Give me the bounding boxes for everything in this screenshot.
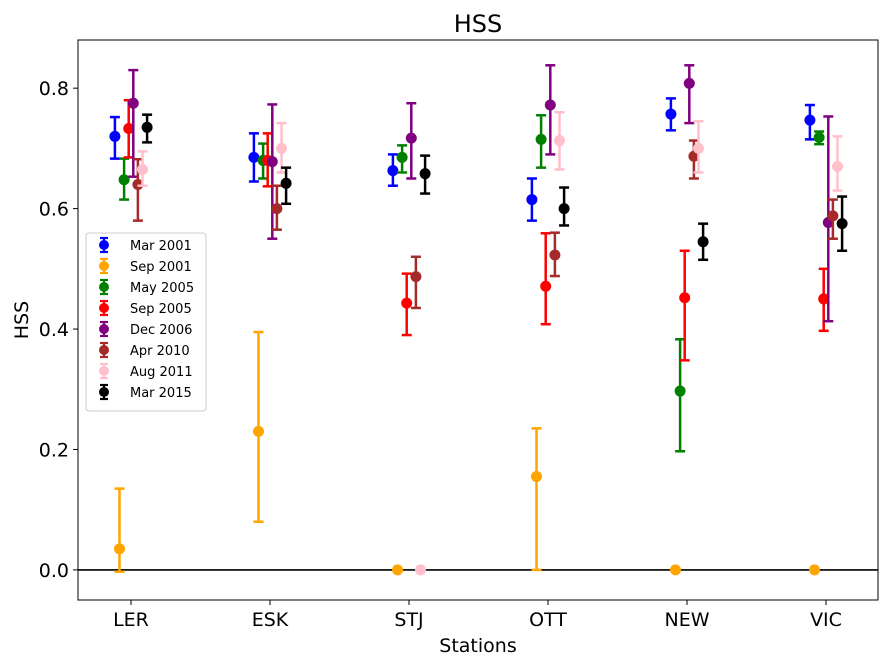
data-point [679,292,691,304]
data-point [271,203,283,215]
x-tick-label: OTT [529,609,567,631]
data-point [118,174,130,186]
data-point [419,168,431,180]
legend: Mar 2001 Sep 2001 May 2005 Sep 2005 Dec 2006… [85,232,207,412]
data-point [558,203,570,215]
legend-entry-label: Aug 2011 [130,365,193,380]
legend-entry-label: Mar 2001 [130,239,192,254]
legend-marker-dot [99,261,109,271]
data-point [697,236,709,248]
data-point [549,249,561,261]
data-point [531,471,542,483]
data-point [535,133,547,145]
legend-marker-dot [99,303,109,313]
data-point [280,177,292,189]
series-sep-2001 [114,330,820,576]
plot-area [78,64,878,576]
plot-frame [77,39,879,601]
data-point [526,194,538,206]
y-tick-label: 0.4 [39,319,69,341]
data-point [804,114,816,126]
legend-marker-dot [99,240,109,250]
legend-entry-label: Sep 2001 [130,260,192,275]
legend-entry-label: Dec 2006 [130,323,192,338]
x-axis-label: Stations [439,635,516,657]
data-point [410,271,422,283]
data-point [693,142,704,154]
x-tick-label: STJ [394,609,423,631]
data-point [540,280,552,292]
y-tick-label: 0.8 [39,78,69,100]
legend-marker-dot [99,282,109,292]
data-point [127,97,139,109]
series-sep-2005 [123,98,830,362]
data-point [276,142,287,154]
data-point [141,121,153,133]
y-tick-label: 0.6 [39,199,69,221]
series-mar-2015 [141,113,848,262]
data-point [392,564,403,576]
data-point [387,165,399,177]
data-point [827,210,839,222]
data-point [396,151,408,163]
data-point [665,108,677,120]
data-point [114,543,125,555]
data-point [832,160,843,172]
legend-entry-label: May 2005 [130,281,194,296]
data-point [415,564,426,576]
series-dec-2006 [127,64,834,323]
y-axis-label: HSS [11,301,33,339]
data-point [809,564,820,576]
series-mar-2001 [109,97,816,222]
y-tick-label: 0.0 [39,560,69,582]
legend-marker-dot [99,387,109,397]
data-point [123,123,135,135]
data-point [401,297,413,309]
y-tick-label: 0.2 [39,439,69,461]
data-point [818,293,830,305]
series-may-2005 [118,114,825,453]
data-point [109,130,121,142]
legend-marker-dot [99,366,109,376]
data-point [670,564,681,576]
data-point [137,163,148,175]
legend-marker-dot [99,324,109,334]
data-point [266,156,278,168]
series-aug-2011 [137,111,843,576]
data-point [253,425,264,437]
x-tick-label: VIC [810,609,842,631]
legend-box [85,232,207,412]
data-point [836,218,848,230]
legend-marker-dot [99,345,109,355]
legend-entry-label: Apr 2010 [130,344,190,359]
data-point [544,99,556,111]
legend-entry-label: Sep 2005 [130,302,192,317]
x-tick-label: ESK [252,609,289,631]
data-point [405,132,417,144]
series-apr-2010 [132,139,839,310]
data-point [674,385,686,397]
x-tick-label: NEW [664,609,709,631]
data-point [813,132,825,144]
chart-title: HSS [454,10,503,38]
legend-entry-label: Mar 2015 [130,386,192,401]
data-point [554,135,565,147]
data-point [248,151,260,163]
x-tick-label: LER [113,609,149,631]
y-axis-ticks: 0.0 0.2 0.4 0.6 0.8 [39,78,78,582]
x-axis-ticks: LER ESK STJ OTT NEW VIC [113,600,842,631]
data-point [683,77,695,89]
